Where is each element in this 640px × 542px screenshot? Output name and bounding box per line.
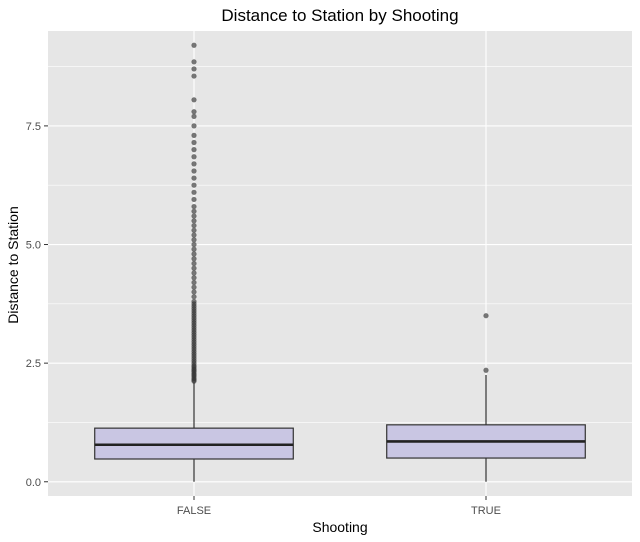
- outlier-point: [191, 113, 197, 120]
- y-axis: 0.0 2.5 5.0 7.5: [26, 121, 48, 489]
- outlier-point: [191, 241, 197, 248]
- outlier-point: [191, 97, 197, 103]
- outlier-point: [191, 109, 197, 115]
- grid-minor: [48, 66, 632, 423]
- chart-title: Distance to Station by Shooting: [221, 6, 458, 25]
- outlier-point: [483, 367, 489, 373]
- outlier-point: [191, 168, 197, 174]
- outlier-point: [191, 275, 197, 281]
- outlier-point: [191, 260, 197, 267]
- y-tick-label: 2.5: [26, 358, 41, 370]
- outlier-point: [191, 284, 197, 290]
- outlier-point: [191, 182, 197, 188]
- outlier-point: [191, 232, 197, 238]
- outlier-point: [191, 298, 197, 305]
- outlier-point: [191, 289, 197, 295]
- outlier-point: [191, 66, 197, 72]
- plot-panel: [48, 31, 632, 496]
- outlier-point: [191, 251, 197, 257]
- outlier-point: [191, 123, 197, 129]
- outlier-point: [191, 213, 197, 219]
- outlier-point: [191, 237, 197, 243]
- outlier-point: [191, 279, 197, 286]
- outlier-point: [191, 73, 197, 79]
- y-tick-label: 5.0: [26, 240, 41, 252]
- x-axis-title: Shooting: [312, 519, 367, 535]
- outlier-point: [191, 246, 197, 252]
- outlier-point: [191, 196, 197, 203]
- outlier-point: [191, 42, 197, 48]
- outlier-point: [191, 189, 197, 195]
- outlier-point: [191, 218, 197, 224]
- y-tick-label: 0.0: [26, 477, 41, 489]
- outlier-point: [191, 222, 197, 229]
- outlier-point: [191, 208, 197, 214]
- outlier-point: [191, 175, 197, 181]
- y-axis-title: Distance to Station: [5, 206, 21, 324]
- outlier-point: [483, 313, 489, 319]
- outlier-point: [191, 59, 197, 65]
- x-tick-label: TRUE: [471, 505, 501, 517]
- outlier-point: [191, 265, 197, 271]
- outlier-point: [191, 154, 197, 160]
- outlier-point: [191, 132, 197, 138]
- x-tick-label: FALSE: [177, 505, 211, 517]
- y-tick-label: 7.5: [26, 121, 41, 133]
- outlier-point: [191, 256, 197, 262]
- outlier-point: [191, 161, 197, 167]
- outlier-point: [191, 139, 197, 146]
- outlier-point: [191, 270, 197, 276]
- outlier-point: [191, 294, 197, 300]
- outlier-point: [191, 203, 197, 210]
- outlier-point: [191, 227, 197, 233]
- outlier-point: [191, 147, 197, 153]
- x-axis: FALSE TRUE: [177, 496, 501, 517]
- boxes: [94, 42, 586, 482]
